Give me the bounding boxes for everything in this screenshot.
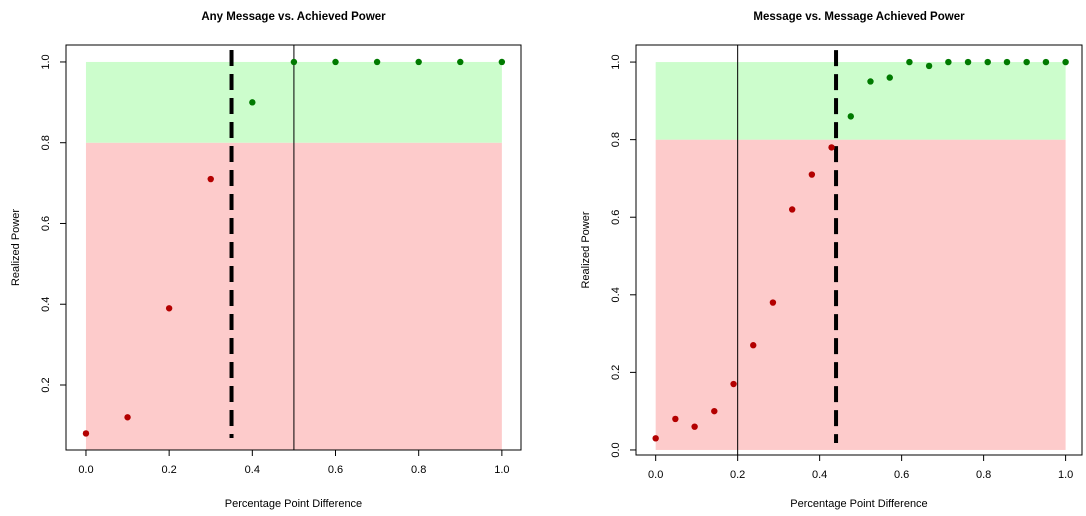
y-tick-label: 1.0 <box>610 54 622 69</box>
y-tick-label: 0.2 <box>40 377 52 392</box>
point <box>290 58 298 66</box>
y-axis-label: Realized Power <box>10 209 22 286</box>
point <box>672 415 679 423</box>
x-tick-label: 1.0 <box>1058 469 1073 481</box>
y-tick-label: 0.0 <box>610 442 622 457</box>
point <box>945 58 952 66</box>
x-tick-label: 0.6 <box>328 464 343 476</box>
point <box>711 407 718 415</box>
point <box>82 430 90 437</box>
plot-box <box>635 44 1083 456</box>
point <box>124 414 131 421</box>
x-tick-label: 0.8 <box>411 464 426 476</box>
point <box>1023 58 1030 66</box>
point <box>828 144 835 151</box>
y-tick-label: 0.4 <box>610 287 622 302</box>
point <box>691 423 698 430</box>
x-tick-label: 1.0 <box>494 464 509 476</box>
point <box>769 299 777 306</box>
x-tick-label: 0.0 <box>648 469 663 481</box>
point <box>808 171 816 178</box>
x-tick-label: 0.2 <box>161 464 176 476</box>
point <box>498 58 506 66</box>
point <box>730 380 737 388</box>
point <box>249 99 256 106</box>
y-tick-label: 0.8 <box>40 135 52 150</box>
point <box>964 58 972 66</box>
point <box>906 58 913 66</box>
y-tick-label: 0.6 <box>40 216 52 231</box>
y-tick-label: 0.4 <box>40 297 52 312</box>
point <box>332 58 339 66</box>
point <box>1062 58 1069 66</box>
point <box>207 175 214 183</box>
y-tick-label: 1.0 <box>40 54 52 69</box>
point <box>457 58 464 66</box>
x-tick-label: 0.0 <box>78 464 93 476</box>
point <box>788 206 796 213</box>
x-axis-label: Percentage Point Difference <box>225 498 362 510</box>
chart-title: Any Message vs. Achieved Power <box>201 11 386 23</box>
point <box>984 58 991 66</box>
x-tick-label: 0.4 <box>245 464 260 476</box>
x-tick-label: 0.2 <box>730 469 745 481</box>
chart-title: Message vs. Message Achieved Power <box>753 11 965 23</box>
point <box>750 342 757 349</box>
point <box>1003 58 1011 66</box>
x-tick-label: 0.6 <box>894 469 909 481</box>
chart-panel: 0.0 0.2 0.4 0.6 0.8 1.0 0.0 0.2 0.4 0.6 0.8 1.0 Mess… <box>580 11 1083 510</box>
point <box>867 78 874 85</box>
y-tick-label: 0.8 <box>610 132 622 147</box>
point <box>886 74 893 81</box>
point <box>925 62 933 70</box>
point <box>652 435 659 442</box>
chart-panel: 0.0 0.2 0.4 0.6 0.8 1.0 0.2 0.4 0.6 0.8 1.0 Any Mes… <box>10 11 522 510</box>
y-axis-label: Realized Power <box>580 211 592 288</box>
point <box>1042 58 1050 66</box>
power-band <box>655 139 1066 450</box>
point <box>415 58 422 66</box>
x-tick-label: 0.8 <box>976 469 991 481</box>
y-tick-label: 0.2 <box>610 365 622 380</box>
power-band <box>655 62 1066 140</box>
y-tick-label: 0.6 <box>610 210 622 225</box>
x-axis-label: Percentage Point Difference <box>790 498 927 510</box>
point <box>165 305 173 312</box>
plot-box <box>65 44 522 451</box>
x-tick-label: 0.4 <box>812 469 827 481</box>
point <box>373 58 381 66</box>
point <box>847 113 855 120</box>
